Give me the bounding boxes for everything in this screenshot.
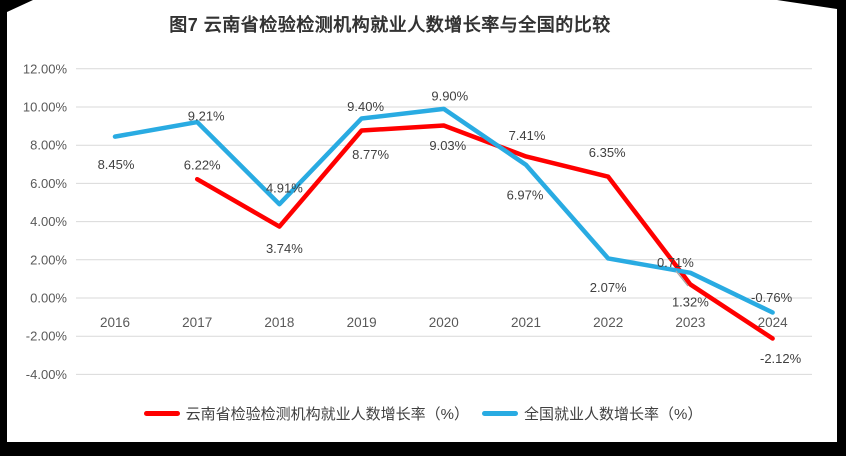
y-tick-label: 2.00% xyxy=(30,252,67,267)
page-card xyxy=(7,0,837,442)
x-tick-label: 2020 xyxy=(429,315,459,330)
chart-title: 图7 云南省检验检测机构就业人数增长率与全国的比较 xyxy=(169,15,611,35)
x-tick-label: 2021 xyxy=(511,315,541,330)
data-label: -0.76% xyxy=(751,290,793,305)
x-tick-label: 2023 xyxy=(675,315,705,330)
photo-corner-artifact-right xyxy=(777,0,837,9)
data-label: 3.74% xyxy=(266,241,303,256)
y-tick-label: 4.00% xyxy=(30,214,67,229)
x-tick-label: 2016 xyxy=(100,315,130,330)
legend-item-yunnan: 云南省检验检测机构就业人数增长率（%） xyxy=(143,403,469,424)
data-label: 9.40% xyxy=(347,99,384,114)
y-tick-label: 0.00% xyxy=(30,291,67,306)
y-tick-label: 6.00% xyxy=(30,176,67,191)
y-tick-label: -4.00% xyxy=(26,367,68,382)
y-tick-label: -2.00% xyxy=(26,329,68,344)
data-label: 2.07% xyxy=(590,280,627,295)
legend-item-national: 全国就业人数增长率（%） xyxy=(482,403,702,424)
legend-label-national: 全国就业人数增长率（%） xyxy=(524,406,703,423)
x-tick-label: 2019 xyxy=(347,315,377,330)
x-tick-label: 2024 xyxy=(758,315,789,330)
legend-label-yunnan: 云南省检验检测机构就业人数增长率（%） xyxy=(185,406,469,423)
photo-corner-artifact-left xyxy=(7,0,33,12)
data-label: 9.03% xyxy=(429,138,466,153)
label-leader-line xyxy=(675,270,689,287)
data-label: 6.22% xyxy=(184,158,221,173)
y-tick-label: 10.00% xyxy=(23,100,68,115)
data-label: 0.71% xyxy=(657,255,694,270)
data-label: 1.32% xyxy=(672,294,709,309)
legend-red-line-sample xyxy=(143,411,180,416)
data-label: 8.45% xyxy=(98,157,135,172)
data-label: 9.21% xyxy=(188,109,225,124)
x-tick-label: 2017 xyxy=(182,315,212,330)
data-label: 8.77% xyxy=(352,147,389,162)
y-tick-label: 8.00% xyxy=(30,138,67,153)
legend-blue-line-sample xyxy=(482,411,518,416)
data-label: -2.12% xyxy=(760,351,802,366)
data-label: 6.97% xyxy=(507,187,544,202)
x-tick-label: 2018 xyxy=(264,315,294,330)
x-tick-label: 2022 xyxy=(593,315,623,330)
data-label: 7.41% xyxy=(509,128,546,143)
series-line-yunnan xyxy=(194,123,775,341)
series-line-national xyxy=(112,106,775,315)
data-label: 9.90% xyxy=(431,88,468,103)
data-label: 6.35% xyxy=(589,145,626,160)
data-label: 4.91% xyxy=(266,181,303,196)
chart-legend: 云南省检验检测机构就业人数增长率（%） 全国就业人数增长率（%） xyxy=(0,403,846,424)
y-tick-label: 12.00% xyxy=(23,61,68,76)
